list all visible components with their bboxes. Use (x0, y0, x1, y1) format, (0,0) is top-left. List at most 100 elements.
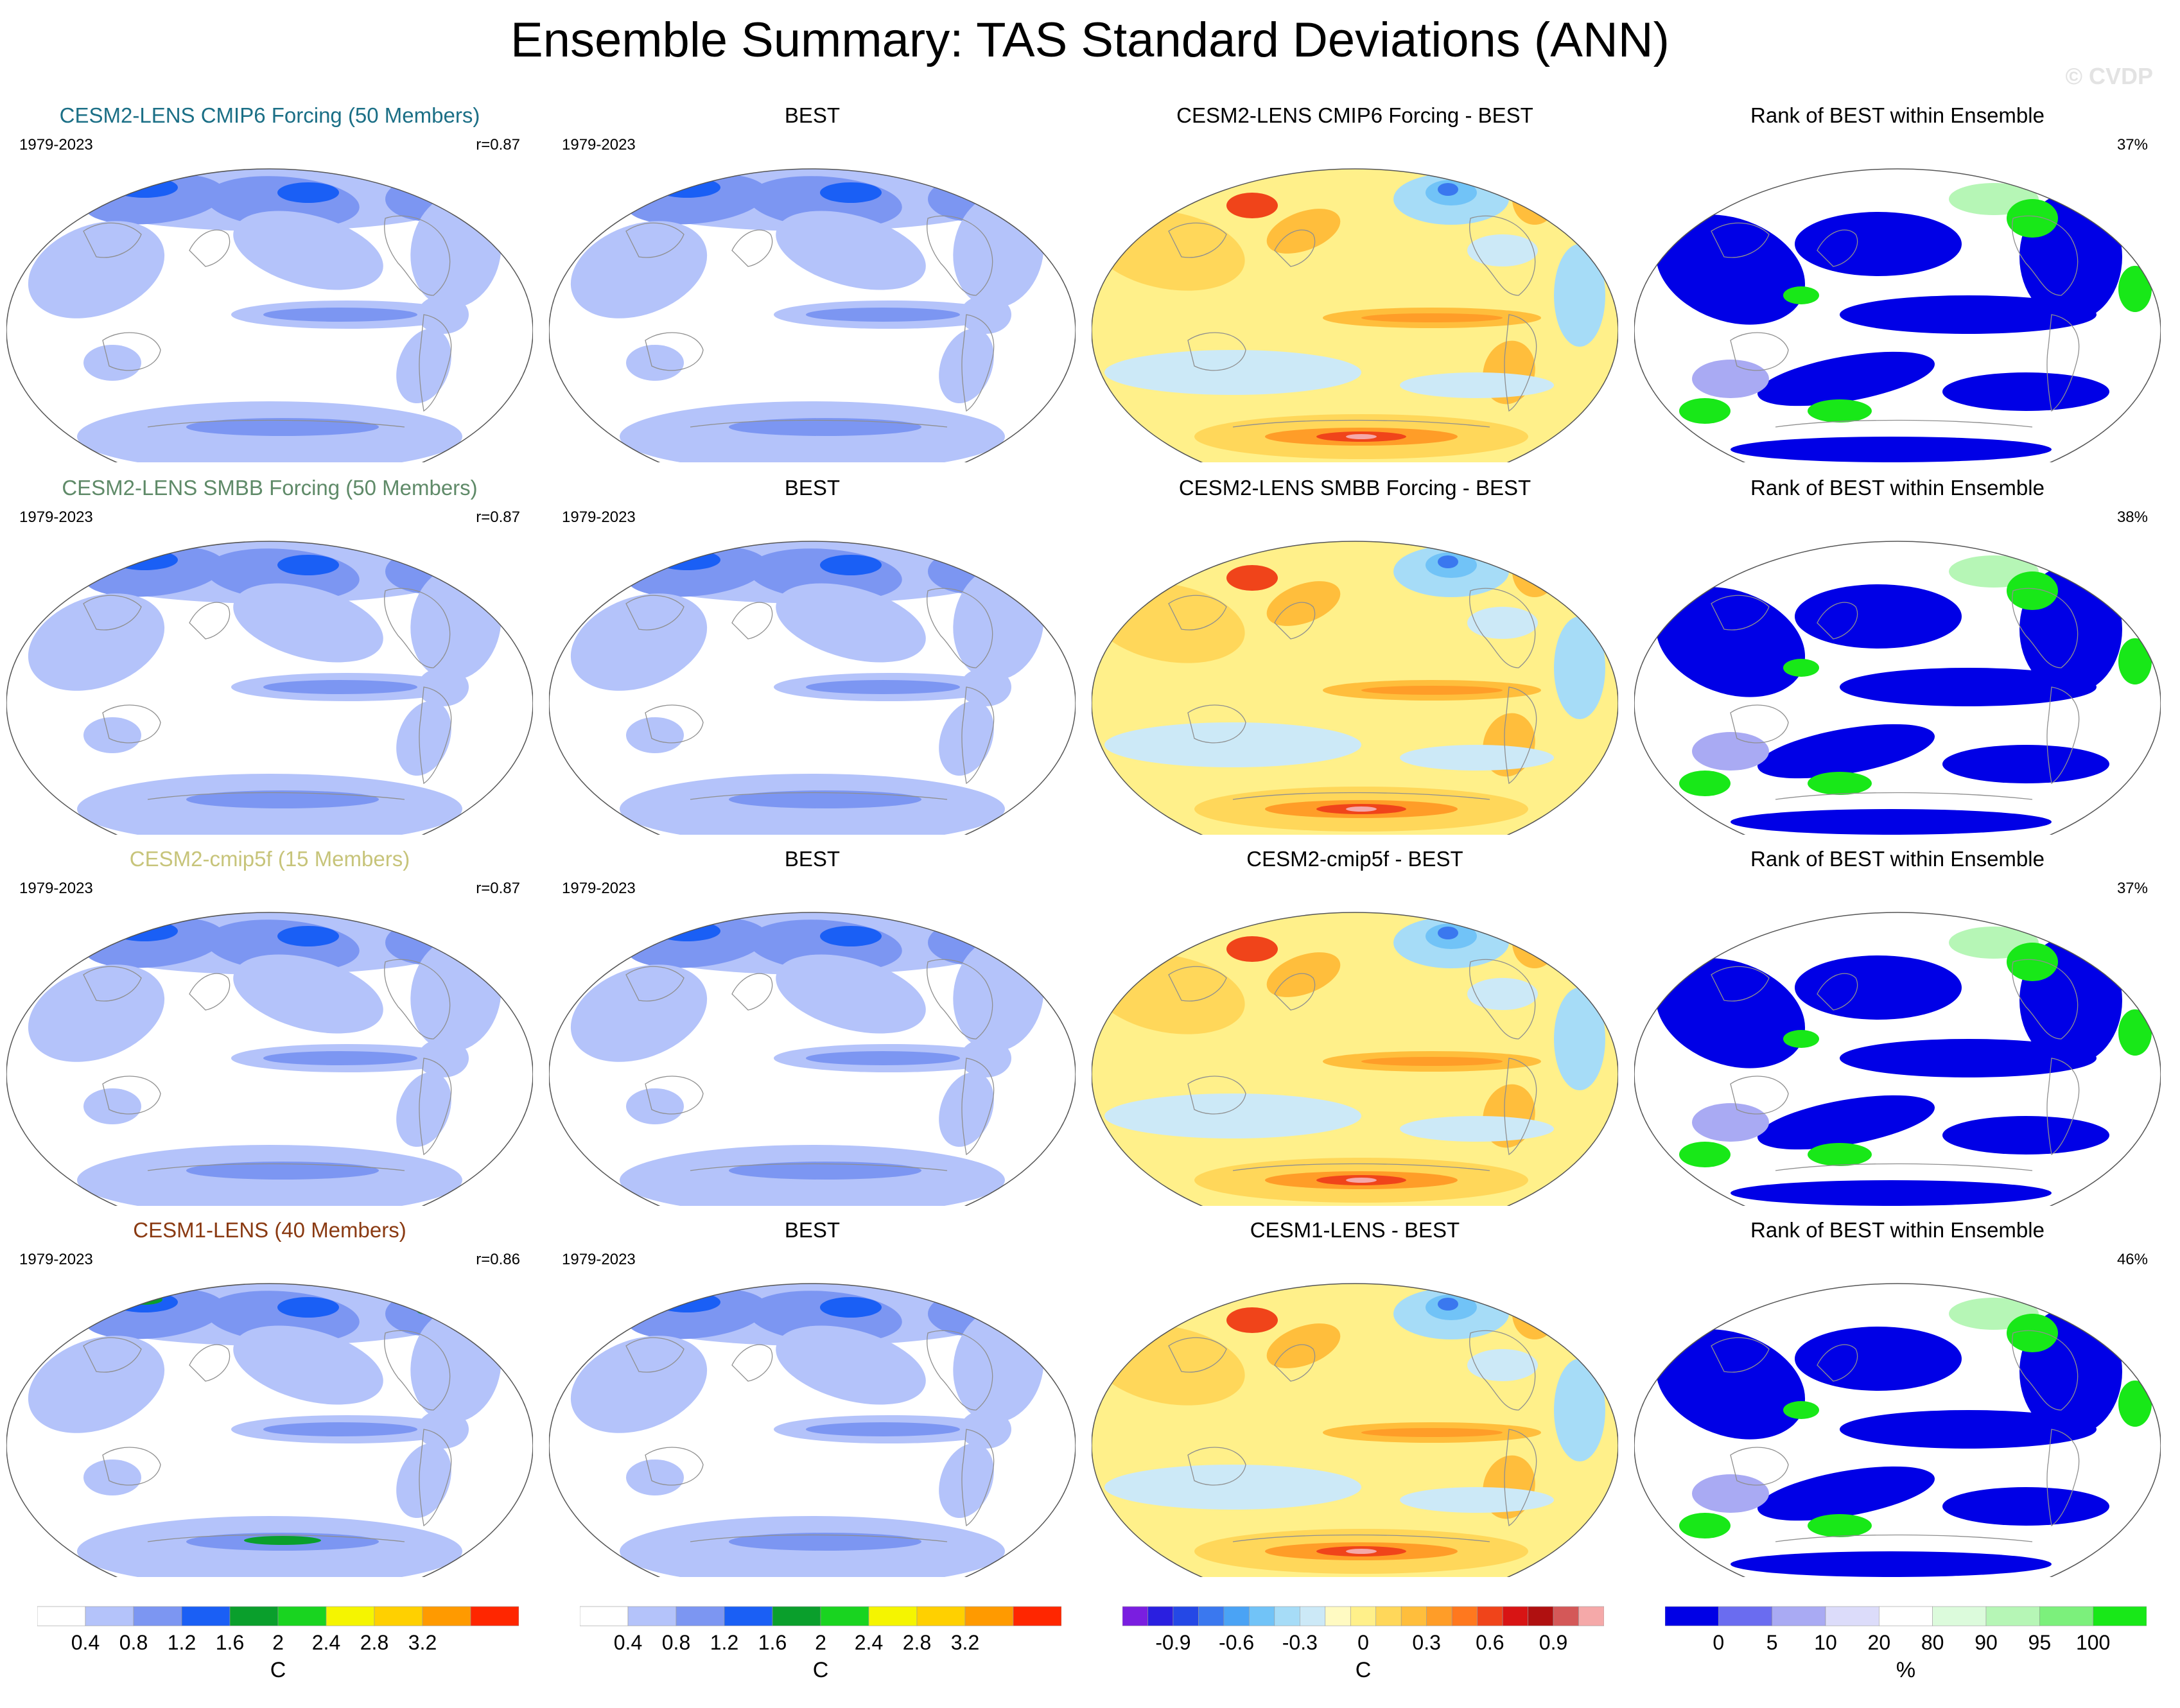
tropical-pacific-core (263, 308, 417, 322)
ensemble-map (6, 1283, 533, 1577)
continent-variance-region (570, 964, 708, 1062)
low-rank-region (1795, 955, 1962, 1020)
colorbar-swatch (676, 1606, 725, 1626)
southern-ocean-core (729, 418, 921, 436)
ensemble-panel-title: CESM1-LENS (40 Members) (133, 1218, 406, 1242)
rank-panel-title: Rank of BEST within Ensemble (1750, 476, 2045, 500)
coastline (961, 1058, 995, 1156)
coastline (625, 1337, 685, 1373)
ensemble-panel: CESM1-LENS (40 Members) 1979-2023 r=0.86 (6, 1217, 533, 1577)
peak-variance-region (654, 177, 720, 198)
coastline (384, 215, 451, 296)
continent-variance-region (570, 593, 708, 691)
rank-map (1634, 541, 2161, 835)
colorbar-tick-label: 1.6 (758, 1631, 787, 1654)
coastline (2046, 1058, 2080, 1156)
pattern-correlation-label: r=0.87 (476, 509, 520, 526)
coastline (961, 1429, 995, 1527)
high-rank-region (2007, 571, 2058, 610)
colorbar-tick-label: 2.8 (902, 1631, 932, 1654)
coastline (83, 222, 142, 258)
coastline (83, 1337, 142, 1373)
diff-panel: CESM1-LENS - BEST (1092, 1217, 1618, 1577)
coastline (1187, 704, 1246, 744)
obs-map (549, 1283, 1076, 1577)
coastline (102, 332, 161, 371)
continent-variance-region (939, 1072, 994, 1147)
colorbar-tick-label: 2.4 (311, 1631, 341, 1654)
peak-variance-region (111, 1292, 178, 1312)
coastline (384, 588, 451, 668)
coastline (1775, 419, 2033, 428)
colorbar-swatch (1932, 1606, 1987, 1626)
coastline (1168, 222, 1227, 258)
colorbar-swatch (85, 1606, 134, 1626)
period-label: 1979-2023 (19, 880, 93, 897)
coastline (1469, 959, 1536, 1040)
coastline (625, 595, 685, 631)
colorbar-tick-label: 80 (1921, 1631, 1944, 1654)
coastline (731, 229, 773, 267)
southern-ocean-core (729, 1533, 921, 1551)
negative-difference-region (1104, 1465, 1361, 1510)
map-border (1092, 1283, 1618, 1577)
peak-variance-region (654, 1292, 720, 1312)
figure-title: Ensemble Summary: TAS Standard Deviation… (510, 13, 1670, 67)
tropical-pacific-band (417, 668, 469, 706)
high-rank-region (1783, 286, 1819, 304)
negative-difference-region (1554, 1359, 1605, 1461)
rank-panel: Rank of BEST within Ensemble 38% (1634, 475, 2161, 835)
coastline (1711, 595, 1770, 631)
colorbar-swatch (37, 1606, 86, 1626)
coastline (384, 959, 451, 1040)
high-rank-region (1808, 399, 1872, 423)
coastline (2012, 1330, 2079, 1411)
low-rank-region (1757, 724, 1935, 779)
coastline (2046, 1429, 2080, 1527)
colorbar-tick-label: 0 (1713, 1631, 1725, 1654)
coastline (1817, 602, 1858, 640)
map-border (549, 1283, 1076, 1577)
low-rank-region (1655, 1329, 1806, 1440)
strong-positive-difference (1226, 936, 1278, 962)
difference-colorbar-swatches (1122, 1606, 1604, 1626)
coastline (690, 1163, 948, 1171)
coastline (927, 588, 993, 668)
high-rank-region (1808, 1514, 1872, 1537)
difference-colorbar: -0.9 -0.6 -0.3 0 0.3 0.6 0.9 C (1122, 1605, 1610, 1708)
obs-panel-title: BEST (784, 103, 841, 127)
coastline (625, 966, 685, 1002)
mid-rank-region (1692, 360, 1769, 398)
colorbar-swatch (964, 1606, 1014, 1626)
southern-positive-max (1346, 1549, 1377, 1554)
colorbar-swatch (1553, 1606, 1579, 1626)
high-rank-region (1808, 1143, 1872, 1166)
coastline (1274, 973, 1316, 1011)
obs-panel-title: BEST (784, 1218, 841, 1242)
coastline (147, 419, 405, 428)
coastline (927, 215, 993, 296)
coastline (645, 1447, 704, 1486)
high-rank-region (2118, 1381, 2152, 1427)
low-rank-region (1731, 1180, 2052, 1206)
positive-difference-region (1266, 952, 1341, 997)
coastline (1469, 1330, 1536, 1411)
map-border (549, 541, 1076, 835)
southern-ocean-band (620, 1516, 1005, 1577)
coastline (690, 792, 948, 800)
tropical-pacific-band (960, 295, 1011, 334)
colorbar-tick-label: -0.6 (1219, 1631, 1255, 1654)
low-rank-region (1795, 584, 1962, 649)
ensemble-map (6, 541, 533, 835)
diff-map (1092, 912, 1618, 1206)
colorbar-swatch (1426, 1606, 1452, 1626)
colorbar-tick-label: 20 (1867, 1631, 1891, 1654)
coastline (1775, 792, 2033, 800)
period-label: 1979-2023 (19, 509, 93, 526)
period-label: 1979-2023 (19, 136, 93, 153)
map-border (1092, 168, 1618, 462)
continent-variance-region (939, 701, 994, 776)
southern-ocean-band (77, 774, 462, 835)
ensemble-map (6, 912, 533, 1206)
low-rank-region (1655, 958, 1806, 1068)
